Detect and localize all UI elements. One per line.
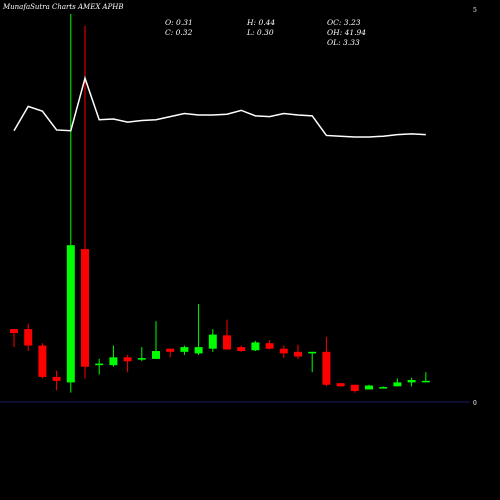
- overlay-line: [13, 75, 426, 138]
- candle-body: [10, 329, 18, 334]
- close-value: C: 0.32: [165, 28, 193, 37]
- low-value: L: 0.30: [247, 28, 274, 37]
- candle-body: [166, 348, 175, 352]
- candle-body: [350, 384, 359, 392]
- high-value: H: 0.44: [247, 18, 276, 27]
- candle-body: [294, 351, 302, 357]
- candle-body: [265, 343, 274, 349]
- candle-body: [194, 347, 203, 354]
- candle-body: [251, 342, 260, 351]
- open-value: O: 0.31: [165, 18, 193, 27]
- candle-body: [38, 345, 47, 377]
- chart-title: MunafaSutra Charts AMEX APHB: [3, 3, 124, 11]
- candle-body: [52, 376, 61, 381]
- candle-body: [109, 357, 118, 366]
- candle-body: [421, 380, 430, 383]
- candle-body: [237, 347, 246, 352]
- candle-body: [66, 245, 75, 383]
- candle-body: [279, 348, 288, 354]
- candle-body: [152, 351, 160, 359]
- candle-body: [407, 380, 416, 383]
- candle-body: [322, 351, 331, 385]
- candle-body: [81, 249, 89, 367]
- candle-body: [393, 382, 402, 387]
- y-tick-top: 5: [473, 7, 477, 14]
- candle-body: [180, 347, 189, 352]
- candle-body: [223, 335, 231, 350]
- candle-body: [379, 387, 388, 389]
- y-tick-bottom: 0: [473, 400, 477, 407]
- candle-body: [95, 363, 104, 366]
- candle-body: [336, 383, 345, 387]
- candles-group: [10, 13, 430, 393]
- oc-value: OC: 3.23: [327, 18, 361, 27]
- oh-value: OH: 41.94: [327, 28, 367, 37]
- candle-body: [365, 385, 373, 390]
- candle-body: [137, 358, 146, 360]
- candle-body: [308, 351, 317, 354]
- ol-value: OL: 3.33: [327, 38, 360, 47]
- candle-body: [123, 357, 132, 362]
- candle-body: [24, 329, 33, 346]
- candle-body: [208, 334, 217, 349]
